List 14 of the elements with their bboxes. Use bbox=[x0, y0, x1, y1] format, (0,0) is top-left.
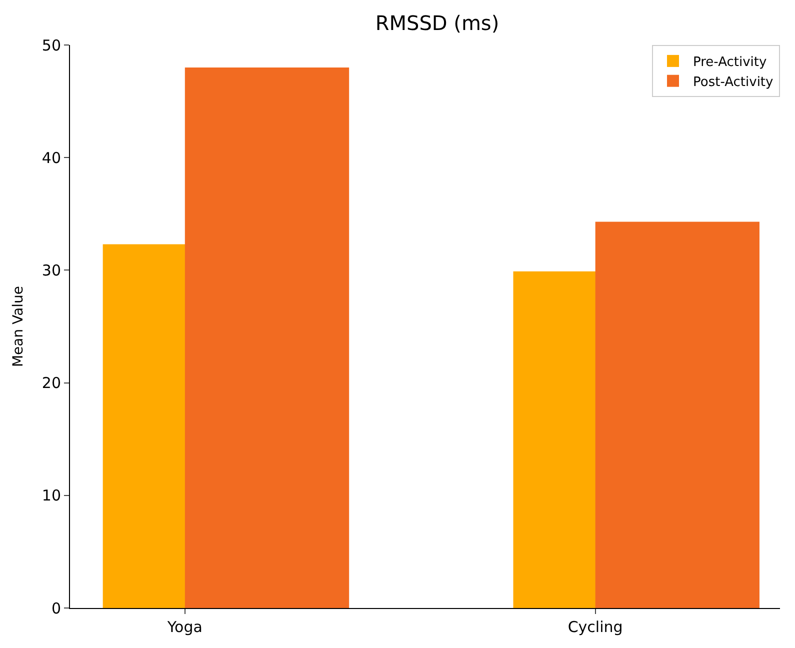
x-tick-label: Yoga bbox=[166, 618, 202, 636]
bar bbox=[184, 68, 350, 608]
chart-title: RMSSD (ms) bbox=[375, 11, 500, 36]
y-tick-label: 40 bbox=[42, 148, 61, 167]
y-axis-title: Mean Value bbox=[10, 286, 27, 368]
x-tick-label: Cycling bbox=[568, 618, 623, 636]
legend-label: Pre-Activity bbox=[693, 55, 767, 70]
bar bbox=[595, 222, 760, 608]
y-tick-label: 0 bbox=[51, 599, 61, 618]
y-tick-label: 10 bbox=[42, 486, 61, 505]
y-tick-label: 20 bbox=[42, 374, 61, 392]
y-tick-label: 30 bbox=[42, 261, 61, 280]
legend-label: Post-Activity bbox=[693, 74, 774, 90]
y-tick-label: 50 bbox=[42, 36, 61, 54]
